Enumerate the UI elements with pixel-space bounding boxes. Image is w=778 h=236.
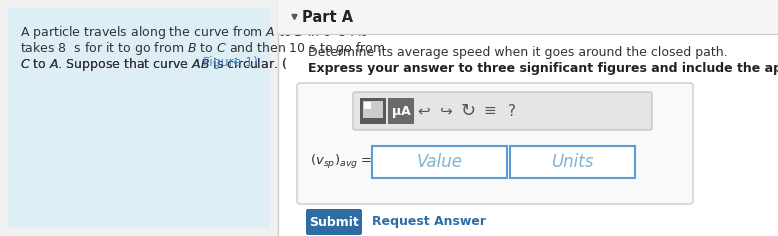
FancyBboxPatch shape <box>364 102 371 109</box>
FancyBboxPatch shape <box>306 209 362 235</box>
Text: Part A: Part A <box>302 9 353 25</box>
Text: takes 8  s for it to go from $\mathit{B}$ to $\mathit{C}$ and then 10 s to go fr: takes 8 s for it to go from $\mathit{B}$… <box>20 40 386 57</box>
Bar <box>278 0 778 34</box>
Text: Express your answer to three significant figures and include the appropriate uni: Express your answer to three significant… <box>308 62 778 75</box>
Text: μA: μA <box>391 105 410 118</box>
Text: ↪: ↪ <box>440 104 452 118</box>
FancyBboxPatch shape <box>297 83 693 204</box>
Text: A particle travels along the curve from $\mathit{A}$ to $\mathit{B}$ in 6  s . I: A particle travels along the curve from … <box>20 24 367 41</box>
Text: ?: ? <box>508 104 516 118</box>
Text: ≡: ≡ <box>484 104 496 118</box>
Text: $(v_{sp})_{avg}$ =: $(v_{sp})_{avg}$ = <box>310 153 373 171</box>
FancyBboxPatch shape <box>388 98 414 124</box>
Text: ↻: ↻ <box>461 102 475 120</box>
Text: Units: Units <box>552 153 594 171</box>
FancyBboxPatch shape <box>372 146 507 178</box>
Text: Request Answer: Request Answer <box>372 215 486 228</box>
Text: Value: Value <box>416 153 462 171</box>
Text: Submit: Submit <box>309 215 359 228</box>
Text: $\mathit{C}$ to $\mathit{A}$. Suppose that curve $\mathit{AB}$ is circular. (: $\mathit{C}$ to $\mathit{A}$. Suppose th… <box>20 56 287 73</box>
Polygon shape <box>292 14 297 20</box>
Text: ↩: ↩ <box>418 104 430 118</box>
FancyBboxPatch shape <box>363 101 383 118</box>
Text: $\mathit{C}$ to $\mathit{A}$. Suppose that curve $\mathit{AB}$ is circular. (: $\mathit{C}$ to $\mathit{A}$. Suppose th… <box>20 56 287 73</box>
FancyBboxPatch shape <box>510 146 635 178</box>
FancyBboxPatch shape <box>360 98 386 124</box>
Text: Determine its average speed when it goes around the closed path.: Determine its average speed when it goes… <box>308 46 727 59</box>
Bar <box>278 0 778 236</box>
Text: Figure 1): Figure 1) <box>203 56 258 69</box>
FancyBboxPatch shape <box>8 8 270 228</box>
FancyBboxPatch shape <box>353 92 652 130</box>
